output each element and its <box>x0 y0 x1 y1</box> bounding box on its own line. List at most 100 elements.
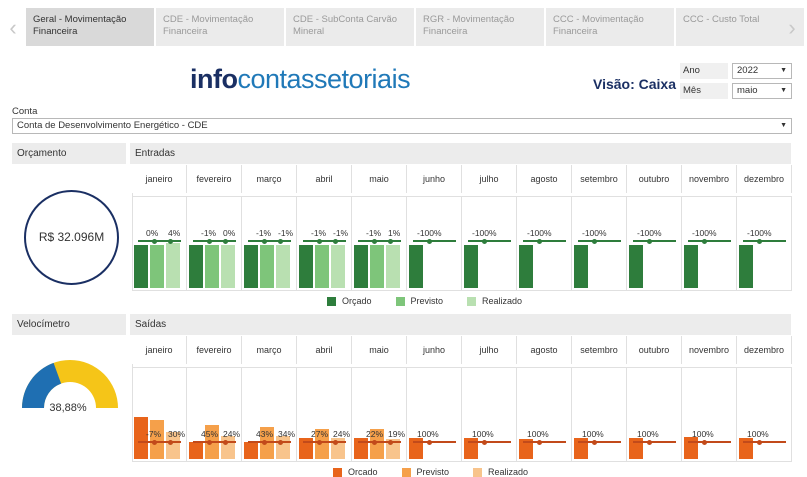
tab-4[interactable]: CCC - Movimentação Financeira <box>546 8 674 46</box>
reference-line <box>193 441 236 443</box>
bar-previsto[interactable] <box>150 420 164 459</box>
bar-orcado[interactable] <box>189 441 203 459</box>
bar-realizado[interactable] <box>221 435 235 459</box>
bar-orçado[interactable] <box>684 245 698 288</box>
caret-down-icon: ▼ <box>780 67 787 74</box>
reference-dot <box>702 238 707 244</box>
bar-previsto[interactable] <box>260 245 274 288</box>
reference-dot <box>372 238 377 244</box>
bar-orcado[interactable] <box>464 438 478 459</box>
month-header: agosto <box>517 165 572 193</box>
tab-3[interactable]: RGR - Movimentação Financeira <box>416 8 544 46</box>
previsto-pct-label: 100% <box>527 429 549 439</box>
reference-line <box>358 441 401 443</box>
reference-dot <box>482 238 487 244</box>
ano-select[interactable]: 2022 ▼ <box>732 63 792 79</box>
bar-orcado[interactable] <box>354 438 368 459</box>
bar-orcado[interactable] <box>574 437 588 459</box>
bar-orcado[interactable] <box>134 417 148 459</box>
previsto-pct-label: -1% <box>256 228 272 238</box>
legend-item[interactable]: Orçado <box>327 296 372 306</box>
bar-orcado[interactable] <box>629 437 643 459</box>
month-cell <box>297 196 352 291</box>
reference-dot <box>207 439 212 445</box>
reference-line <box>138 240 181 242</box>
month-header: setembro <box>572 336 627 364</box>
reference-line <box>358 240 401 242</box>
bar-realizado[interactable] <box>166 432 180 459</box>
bar-orçado[interactable] <box>134 245 148 288</box>
bar-orçado[interactable] <box>299 245 313 288</box>
bar-orçado[interactable] <box>574 245 588 288</box>
bar-orçado[interactable] <box>409 245 423 288</box>
saidas-legend: Orcado Previsto Realizado <box>333 467 528 477</box>
chevron-right-icon[interactable]: › <box>788 15 796 40</box>
bar-orçado[interactable] <box>519 245 533 288</box>
mes-select[interactable]: maio ▼ <box>732 83 792 99</box>
reference-dot <box>537 238 542 244</box>
bar-previsto[interactable] <box>315 245 329 288</box>
bar-orçado[interactable] <box>189 245 203 288</box>
reference-line <box>193 240 236 242</box>
tab-5[interactable]: CCC - Custo Total <box>676 8 804 46</box>
legend-item[interactable]: Orcado <box>333 467 378 477</box>
legend-swatch <box>467 296 477 306</box>
bar-orcado[interactable] <box>409 438 423 459</box>
bar-orçado[interactable] <box>629 245 643 288</box>
legend-label: Orcado <box>348 467 378 477</box>
visao-label: Visão: Caixa <box>593 76 677 92</box>
legend-item[interactable]: Realizado <box>473 467 528 477</box>
realizado-pct-label: 24% <box>333 429 351 439</box>
realizado-pct-label: 19% <box>388 429 406 439</box>
bar-previsto[interactable] <box>370 245 384 288</box>
month-cell <box>737 367 792 462</box>
bar-orcado[interactable] <box>299 438 313 459</box>
month-header: fevereiro <box>187 336 242 364</box>
bar-previsto[interactable] <box>150 245 164 288</box>
legend-swatch <box>395 296 405 306</box>
bar-orcado[interactable] <box>244 441 258 459</box>
reference-dot <box>278 439 283 445</box>
legend-item[interactable]: Previsto <box>401 467 449 477</box>
velocimetro-title: Velocímetro <box>12 314 126 335</box>
bar-orçado[interactable] <box>244 245 258 288</box>
reference-dot <box>592 439 597 445</box>
bar-orcado[interactable] <box>739 437 753 459</box>
bar-orçado[interactable] <box>739 245 753 288</box>
bar-realizado[interactable] <box>166 243 180 288</box>
bar-realizado[interactable] <box>276 245 290 288</box>
month-cell <box>132 196 187 291</box>
tab-bar: ‹ Geral - Movimentação Financeira CDE - M… <box>0 8 807 48</box>
previsto-pct-label: 100% <box>472 429 494 439</box>
conta-select[interactable]: Conta de Desenvolvimento Energético - CD… <box>12 118 792 134</box>
tab-2[interactable]: CDE - SubConta Carvão Mineral <box>286 8 414 46</box>
reference-dot <box>317 238 322 244</box>
legend-item[interactable]: Realizado <box>467 296 522 306</box>
bar-realizado[interactable] <box>331 245 345 288</box>
bar-orcado[interactable] <box>519 439 533 459</box>
reference-dot <box>333 238 338 244</box>
month-cell <box>517 196 572 291</box>
month-cell <box>407 367 462 462</box>
reference-line <box>743 240 786 242</box>
tab-0[interactable]: Geral - Movimentação Financeira <box>26 8 154 46</box>
legend-swatch <box>473 467 483 477</box>
previsto-pct-label: 100% <box>417 429 439 439</box>
bar-orçado[interactable] <box>464 245 478 288</box>
bar-orçado[interactable] <box>354 245 368 288</box>
tab-1[interactable]: CDE - Movimentação Financeira <box>156 8 284 46</box>
bar-previsto[interactable] <box>315 429 329 459</box>
legend-item[interactable]: Previsto <box>395 296 443 306</box>
month-header: novembro <box>682 165 737 193</box>
reference-dot <box>278 238 283 244</box>
bar-previsto[interactable] <box>370 429 384 459</box>
previsto-pct-label: -100% <box>527 228 552 238</box>
previsto-pct-label: -100% <box>637 228 662 238</box>
chevron-left-icon[interactable]: ‹ <box>9 15 17 40</box>
reference-dot <box>333 439 338 445</box>
bar-realizado[interactable] <box>221 245 235 288</box>
bar-realizado[interactable] <box>386 244 400 288</box>
previsto-pct-label: 0% <box>146 228 159 238</box>
reference-dot <box>317 439 322 445</box>
bar-previsto[interactable] <box>205 245 219 288</box>
